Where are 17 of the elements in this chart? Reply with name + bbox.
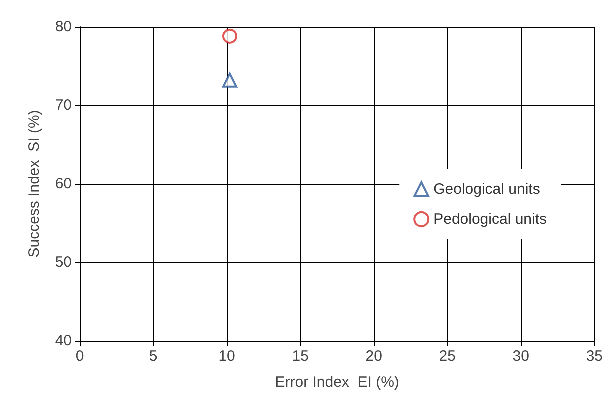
x-tick-label: 10 [218, 348, 236, 365]
y-tick-label: 50 [55, 254, 72, 271]
y-tick-label: 70 [55, 97, 72, 114]
x-tick-label: 0 [76, 348, 84, 365]
x-tick-label: 30 [512, 348, 530, 365]
x-tick-label: 15 [292, 348, 309, 365]
y-axis-title: Success Index SI (%) [26, 110, 43, 258]
x-tick-label: 20 [366, 348, 382, 365]
y-tick-label: 60 [55, 176, 72, 192]
x-tick-label: 5 [149, 348, 158, 365]
legend-label: Pedological units [434, 211, 548, 228]
x-axis-title: Error Index EI (%) [275, 374, 400, 391]
x-tick-label: 25 [439, 348, 456, 365]
y-tick-label: 80 [55, 18, 72, 36]
y-tick-label: 40 [55, 332, 72, 350]
x-tick-label: 35 [586, 348, 603, 365]
legend-label: Geological units [434, 181, 540, 198]
